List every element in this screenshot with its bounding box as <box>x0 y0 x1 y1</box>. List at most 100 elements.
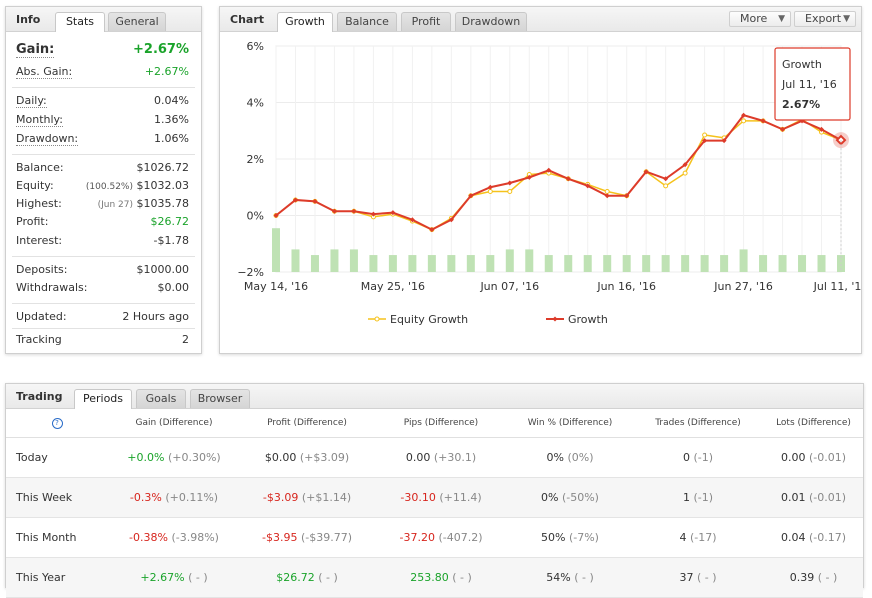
y-tick-label: −2% <box>237 266 264 279</box>
series-line-growth <box>275 114 842 231</box>
tab-balance[interactable]: Balance <box>337 12 397 31</box>
help-header: ? <box>6 409 108 438</box>
drawdown-bar <box>272 228 280 272</box>
monthly-label: Monthly: <box>16 113 63 127</box>
column-header: Pips (Difference) <box>374 409 508 438</box>
cell-difference: ( - ) <box>318 571 338 584</box>
more-button[interactable]: More ▼ <box>729 11 791 27</box>
data-point <box>702 132 708 138</box>
data-point <box>721 138 727 144</box>
drawdown-bar <box>349 249 358 272</box>
info-row-withdrawals: Withdrawals: $0.00 <box>16 281 189 299</box>
table-cell: 0.00 (+30.1) <box>374 437 508 478</box>
drawdown-bar <box>759 255 768 272</box>
series-line-equity-growth <box>275 118 842 231</box>
withdrawals-label: Withdrawals: <box>16 281 88 294</box>
trading-title: Trading <box>16 390 63 403</box>
equity-label: Equity: <box>16 179 54 192</box>
drawdown-bar <box>427 255 436 272</box>
deposits-value: $1000.00 <box>136 263 190 276</box>
tab-stats[interactable]: Stats <box>55 12 105 32</box>
data-point <box>448 217 454 223</box>
x-tick-label: May 25, '16 <box>361 280 425 293</box>
table-cell: -37.20 (-407.2) <box>374 517 508 558</box>
highest-value: $1035.78 <box>136 197 190 210</box>
data-point <box>507 188 513 194</box>
tracking-label: Tracking <box>16 333 62 346</box>
drawdown-bar <box>330 249 339 272</box>
cell-difference: (-0.01) <box>808 491 847 504</box>
x-tick-label: May 14, '16 <box>244 280 308 293</box>
help-icon[interactable]: ? <box>51 417 63 429</box>
drawdown-bar <box>798 255 807 272</box>
highest-date: (Jun 27) <box>97 200 133 210</box>
data-point <box>526 174 532 180</box>
table-cell: 0 (-1) <box>632 437 764 478</box>
withdrawals-value: $0.00 <box>157 281 190 294</box>
drawdown-bar <box>291 249 300 272</box>
cell-value: -0.3% <box>129 491 162 504</box>
drawdown-bar <box>622 255 631 272</box>
tab-profit[interactable]: Profit <box>401 12 451 31</box>
tab-browser[interactable]: Browser <box>190 389 250 408</box>
data-point <box>604 193 610 199</box>
cell-value: 0.04 <box>780 531 806 544</box>
cell-difference: ( - ) <box>696 571 717 584</box>
more-label: More <box>740 12 768 25</box>
drawdown-bar <box>486 255 495 272</box>
cell-value: 0 <box>682 451 690 464</box>
table-header-row: ? Gain (Difference) Profit (Difference) … <box>6 409 863 438</box>
tab-general[interactable]: General <box>108 12 166 31</box>
drawdown-bar <box>583 255 592 272</box>
cell-difference: (-0.17) <box>808 531 847 544</box>
data-point <box>390 210 396 216</box>
tab-goals[interactable]: Goals <box>136 389 186 408</box>
tab-growth[interactable]: Growth <box>277 12 333 32</box>
column-header: Lots (Difference) <box>764 409 863 438</box>
gain-label: Gain: <box>16 42 55 58</box>
drawdown-bar <box>739 249 748 272</box>
divider <box>12 328 195 329</box>
info-row-interest: Interest: -$1.78 <box>16 234 189 252</box>
export-button[interactable]: Export ▼ <box>794 11 856 27</box>
table-cell: +0.0% (+0.30%) <box>108 437 240 478</box>
cell-difference: (-1) <box>693 491 714 504</box>
cell-difference: (+11.4) <box>439 491 482 504</box>
cell-difference: (+0.30%) <box>167 451 221 464</box>
column-header: Profit (Difference) <box>240 409 374 438</box>
abs-gain-label: Abs. Gain: <box>16 65 73 79</box>
cell-value: 37 <box>679 571 694 584</box>
cell-value: 0.39 <box>789 571 815 584</box>
period-label: This Week <box>6 477 108 518</box>
legend-label-growth: Growth <box>568 313 608 326</box>
info-row-profit: Profit: $26.72 <box>16 215 189 233</box>
balance-value: $1026.72 <box>136 161 190 174</box>
tab-drawdown[interactable]: Drawdown <box>455 12 527 31</box>
cell-value: -$3.09 <box>262 491 299 504</box>
data-point <box>468 193 474 199</box>
data-point <box>273 213 279 218</box>
x-tick-label: Jul 11, '16 <box>813 280 861 293</box>
updated-label: Updated: <box>16 310 67 323</box>
info-row-tracking: Tracking 2 <box>16 333 189 351</box>
info-row-monthly: Monthly: 1.36% <box>16 113 189 131</box>
abs-gain-value: +2.67% <box>144 65 189 78</box>
tooltip-date: Jul 11, '16 <box>781 78 837 91</box>
drawdown-bar <box>447 255 456 272</box>
tracking-value[interactable]: 2 <box>182 333 189 346</box>
updated-value: 2 Hours ago <box>122 310 189 323</box>
growth-chart: 6% 4% 2% 0% −2% May 14, '16 May 25, '16 Jun 07… <box>237 40 861 326</box>
data-point <box>292 197 298 203</box>
column-header: Trades (Difference) <box>632 409 764 438</box>
drawdown-bar <box>525 249 534 272</box>
table-cell: 54% ( - ) <box>508 557 632 598</box>
interest-label: Interest: <box>16 234 63 247</box>
tab-periods[interactable]: Periods <box>74 389 132 409</box>
data-point <box>312 198 318 204</box>
cell-value: $0.00 <box>264 451 297 464</box>
y-tick-label: 6% <box>247 40 264 53</box>
table-cell: 0.00 (-0.01) <box>764 437 863 478</box>
profit-label: Profit: <box>16 215 49 228</box>
equity-value: $1032.03 <box>136 179 190 192</box>
table-cell: 0.39 ( - ) <box>764 557 863 598</box>
